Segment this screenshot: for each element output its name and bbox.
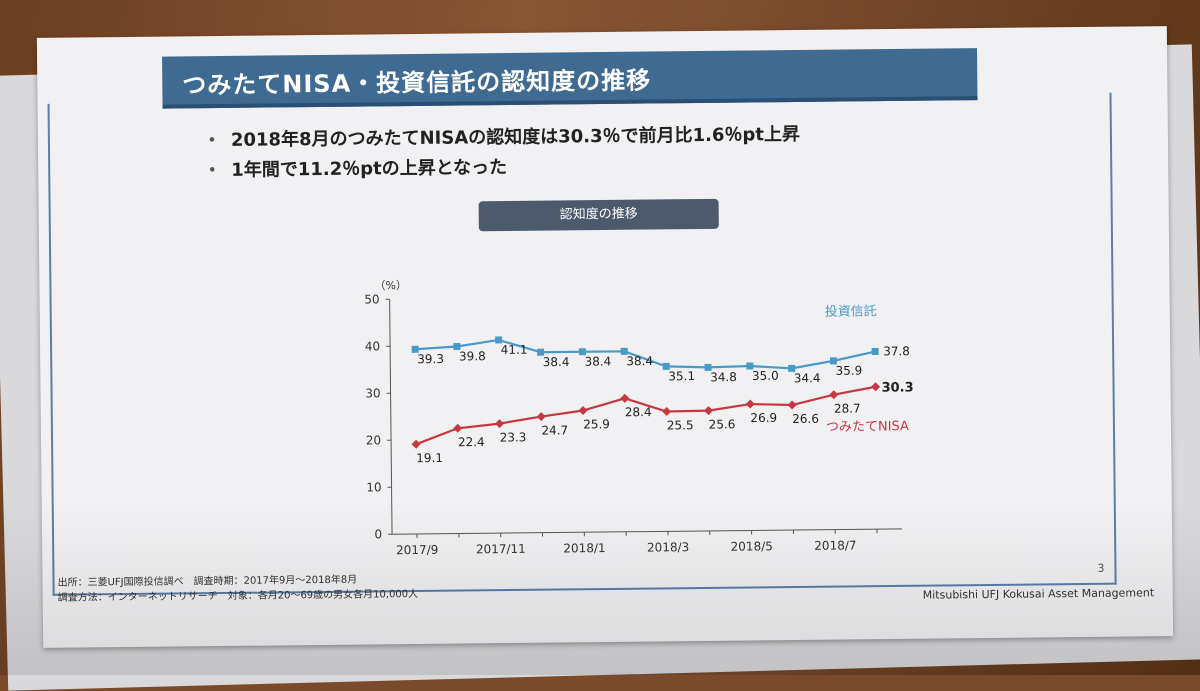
- data-point: [872, 348, 879, 355]
- data-label: 41.1: [501, 343, 528, 357]
- data-label: 26.9: [750, 411, 777, 425]
- x-tick-label: 2018/5: [731, 539, 773, 553]
- source-line-2: 調査方法：インターネットリサーチ 対象：各月20～69歳の男女各月10,000人: [58, 587, 419, 606]
- x-tick-label: 2018/3: [647, 540, 689, 554]
- data-point: [578, 406, 587, 415]
- data-label: 38.4: [626, 354, 653, 368]
- x-tick-label: 2018/7: [814, 538, 856, 552]
- page-number: 3: [1097, 562, 1104, 575]
- y-tick-label: 10: [366, 480, 381, 494]
- y-tick-label: 20: [366, 433, 381, 447]
- data-point: [412, 440, 421, 449]
- data-point: [829, 390, 838, 399]
- y-tick-label: 0: [374, 527, 382, 541]
- y-tick-label: 50: [364, 292, 379, 306]
- data-label: 24.7: [541, 423, 568, 437]
- data-point: [704, 406, 713, 415]
- bullet-dot: ・: [203, 160, 221, 181]
- data-label: 28.7: [834, 401, 861, 415]
- x-tick-label: 2017/11: [476, 542, 526, 557]
- data-point: [537, 412, 546, 421]
- data-label: 25.6: [709, 417, 736, 431]
- data-label: 30.3: [881, 380, 913, 395]
- x-tick-label: 2018/1: [563, 541, 605, 555]
- data-label: 25.5: [667, 418, 694, 432]
- bullet-item: ・ 1年間で11.2％ptの上昇となった: [203, 150, 800, 186]
- company-name: Mitsubishi UFJ Kokusai Asset Management: [923, 586, 1155, 601]
- data-point: [746, 400, 755, 409]
- data-label: 26.6: [792, 412, 819, 426]
- data-label: 35.0: [752, 369, 779, 383]
- source-note: 出所：三菱UFJ国際投信調べ 調査時期：2017年9月～2018年8月 調査方法…: [57, 572, 418, 606]
- data-label: 19.1: [416, 451, 443, 465]
- x-tick-label: 2017/9: [396, 543, 438, 557]
- y-tick-label: 40: [365, 339, 380, 353]
- bullet-list: ・2018年8月のつみたてNISAの認知度は30.3％で前月比1.6％pt上昇 …: [203, 120, 801, 186]
- slide: つみたてNISA・投資信託の認知度の推移 ・ 2018年8月のつみたてNISAの認…: [37, 26, 1173, 648]
- data-label: 38.4: [543, 355, 570, 369]
- data-label: 37.8: [883, 344, 910, 358]
- series-label-nisa: つみたてNISA: [826, 419, 909, 435]
- data-label: 34.8: [710, 370, 737, 384]
- chart-label: 認知度の推移: [479, 199, 719, 232]
- data-label: 39.3: [417, 352, 444, 366]
- data-label: 22.4: [458, 435, 485, 449]
- data-label: 39.8: [459, 349, 486, 363]
- data-point: [871, 382, 880, 391]
- bullet-item: ・ 2018年8月のつみたてNISAの認知度は30.3％で前月比1.6％pt上昇: [203, 120, 800, 156]
- y-unit-label: （%）: [374, 279, 407, 292]
- data-label: 38.4: [584, 354, 611, 368]
- data-label: 23.3: [500, 430, 527, 444]
- data-label: 35.1: [668, 369, 695, 383]
- data-point: [453, 424, 462, 433]
- data-point: [495, 419, 504, 428]
- x-axis-line: [392, 529, 902, 534]
- bullet-text: 1年間で11.2％ptの上昇となった: [231, 157, 507, 181]
- data-label: 25.9: [583, 417, 610, 431]
- data-label: 34.4: [794, 371, 821, 385]
- series-label-toushin: 投資信託: [825, 303, 877, 320]
- y-axis-line: [390, 299, 392, 534]
- bullet-text: 2018年8月のつみたてNISAの認知度は30.3％で前月比1.6％pt上昇: [231, 124, 800, 151]
- data-point: [662, 407, 671, 416]
- bullet-dot: ・: [203, 130, 221, 151]
- data-point: [620, 394, 629, 403]
- data-label: 35.9: [835, 364, 862, 378]
- data-point: [788, 400, 797, 409]
- line-chart: （%） 0 10 20 30 40 50 2017/9 2017/11 2018/1 2018/3 2…: [319, 238, 942, 564]
- y-tick-label: 30: [365, 386, 380, 400]
- slide-title: つみたてNISA・投資信託の認知度の推移: [182, 61, 651, 101]
- data-label: 28.4: [625, 405, 652, 419]
